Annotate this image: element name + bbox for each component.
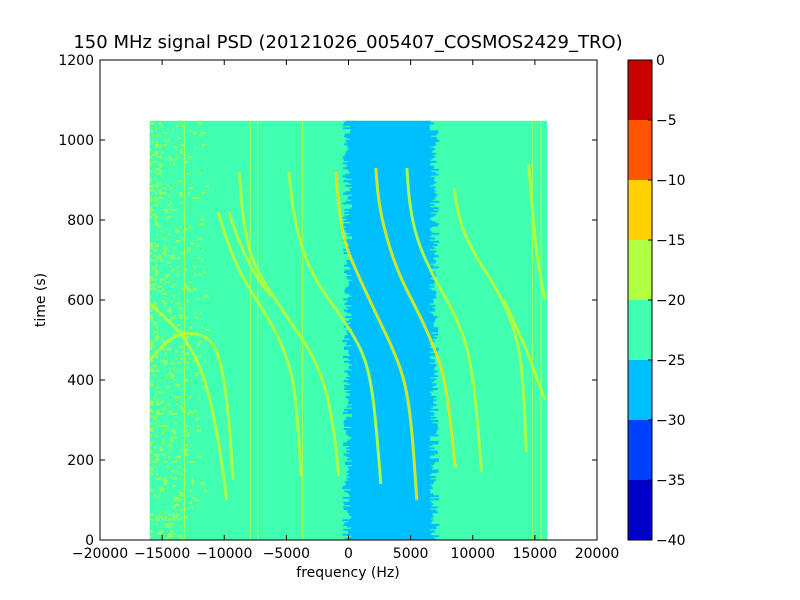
signal-trace [528, 163, 546, 301]
colorbar-tick-label: −25 [656, 353, 686, 369]
spectrogram-image [149, 120, 548, 540]
signal-trace [238, 171, 340, 477]
y-tick-label: 200 [67, 453, 94, 469]
y-tick-label: 1000 [58, 133, 94, 149]
signal-trace [375, 167, 457, 469]
y-axis-label: time (s) [33, 273, 49, 327]
signal-trace [217, 211, 302, 477]
colorbar-segment [628, 180, 652, 240]
colorbar-segment [628, 300, 652, 360]
signal-trace [406, 167, 483, 473]
signal-trace [149, 332, 234, 481]
chart-title: 150 MHz signal PSD (20121026_005407_COSM… [73, 32, 622, 53]
colorbar-tick-label: −15 [656, 233, 686, 249]
colorbar-segment [628, 240, 652, 300]
signal-trace [453, 187, 527, 453]
colorbar: 0 −5 −10 −15 −20 −25 −30 −35 −40 [627, 53, 686, 549]
noise-band-fill [352, 120, 430, 540]
noise-region [149, 120, 211, 540]
signal-trace [228, 211, 272, 297]
x-tick-label: −5000 [263, 546, 310, 562]
signal-traces [148, 120, 547, 540]
x-axis-label: frequency (Hz) [296, 565, 399, 581]
colorbar-segment [628, 360, 652, 420]
colorbar-tick-label: −30 [656, 413, 686, 429]
x-tick-label: 15000 [513, 546, 558, 562]
colorbar-segment [628, 120, 652, 180]
y-tick-label: 800 [67, 213, 94, 229]
colorbar-segment [628, 480, 652, 540]
signal-trace [149, 303, 228, 501]
signal-trace [335, 171, 418, 501]
x-tick-label: −15000 [134, 546, 190, 562]
x-tick-label: 0 [344, 546, 353, 562]
signal-trace [503, 299, 546, 401]
colorbar-tick-label: 0 [656, 53, 665, 69]
colorbar-segment [628, 60, 652, 120]
signal-trace [288, 171, 382, 485]
colorbar-tick-label: −20 [656, 293, 686, 309]
y-tick-label: 600 [67, 293, 94, 309]
x-axis: −20000 −15000 −10000 −5000 0 5000 10000 15000 20… [72, 60, 619, 562]
x-tick-label: 5000 [393, 546, 429, 562]
y-tick-label: 0 [85, 533, 94, 549]
colorbar-tick-label: −5 [656, 113, 677, 129]
colorbar-tick-label: −10 [656, 173, 686, 189]
y-axis: 0 200 400 600 800 1000 1200 [58, 53, 597, 549]
x-tick-label: 10000 [450, 546, 495, 562]
x-tick-label: −10000 [196, 546, 252, 562]
y-tick-label: 1200 [58, 53, 94, 69]
colorbar-segment [628, 420, 652, 480]
y-tick-label: 400 [67, 373, 94, 389]
colorbar-tick-label: −35 [656, 473, 686, 489]
x-tick-label: 20000 [575, 546, 620, 562]
x-tick-label: −20000 [72, 546, 128, 562]
colorbar-tick-label: −40 [656, 533, 686, 549]
noise-band [342, 120, 440, 540]
